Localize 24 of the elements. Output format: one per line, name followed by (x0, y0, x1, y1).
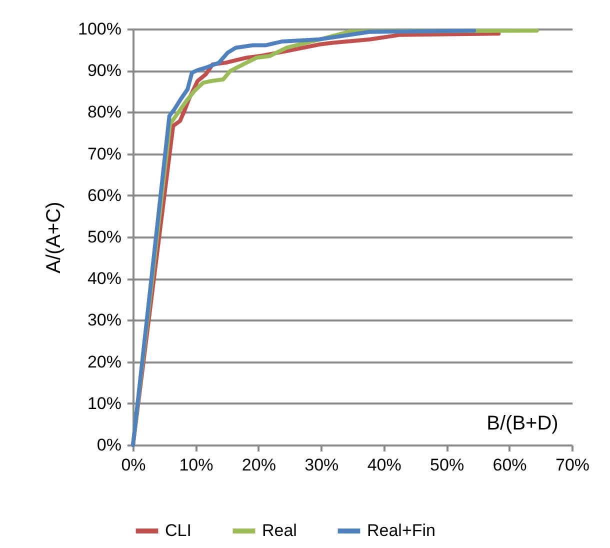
y-tick-label: 10% (87, 394, 122, 413)
legend-label: Real+Fin (367, 521, 436, 540)
x-tick-label: 0% (121, 456, 146, 474)
legend-label: Real (262, 521, 297, 540)
x-tick-label: 50% (430, 456, 464, 474)
y-tick-label: 100% (78, 20, 122, 38)
x-tick-label: 70% (555, 456, 590, 474)
x-axis-title: B/(B+D) (486, 412, 558, 434)
y-tick-label: 40% (87, 269, 122, 288)
y-tick-label: 80% (87, 102, 122, 122)
x-tick-label: 30% (304, 456, 339, 474)
y-tick-label: 30% (87, 310, 122, 330)
x-tick-label: 10% (179, 456, 214, 474)
y-tick-label: 0% (96, 436, 122, 454)
x-tick-label: 20% (242, 456, 276, 474)
x-tick-label: 40% (367, 456, 402, 474)
y-tick-label: 20% (87, 352, 122, 372)
y-tick-label: 50% (87, 228, 122, 246)
legend-label: CLI (165, 521, 192, 540)
x-tick-label: 60% (492, 456, 527, 474)
y-tick-label: 70% (87, 144, 122, 164)
y-tick-label: 90% (87, 61, 122, 80)
y-tick-label: 60% (87, 186, 122, 205)
y-axis-title: A/(A+C) (43, 202, 66, 274)
